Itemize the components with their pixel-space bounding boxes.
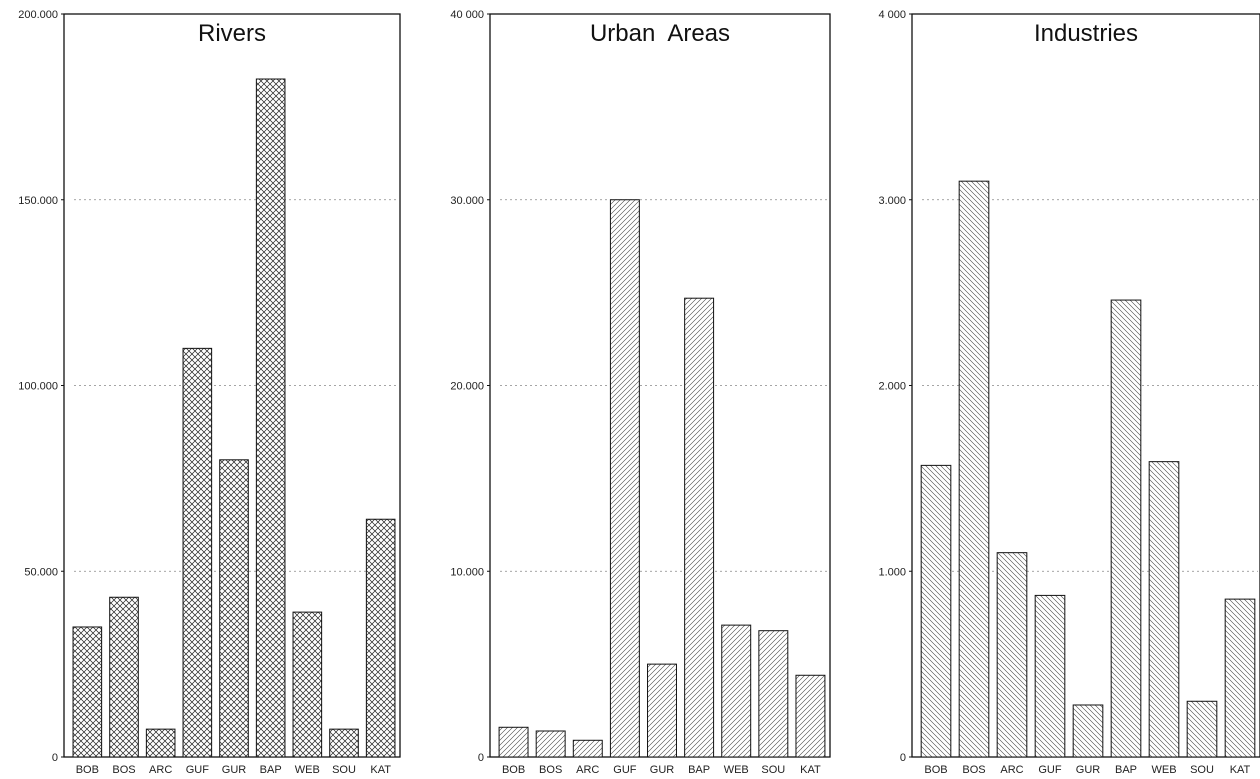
bar-sou [758, 630, 789, 758]
x-tick-label: BAP [1115, 764, 1137, 776]
bar-arc [145, 728, 176, 758]
bar-web [1148, 461, 1180, 758]
y-tick-label: 50.000 [24, 566, 58, 578]
y-tick-label: 1.000 [878, 566, 906, 578]
x-tick-label: BOB [502, 764, 525, 776]
y-tick-label: 100.000 [18, 381, 58, 393]
x-tick-label: GUR [1076, 764, 1101, 776]
bar-bob [72, 626, 103, 758]
x-tick-label: GUF [1038, 764, 1062, 776]
x-tick-label: BOB [924, 764, 947, 776]
bar-kat [1224, 598, 1256, 758]
x-tick-label: ARC [576, 764, 599, 776]
chart-title: Industries [1034, 20, 1138, 47]
x-tick-label: KAT [1230, 764, 1251, 776]
y-tick-label: 20.000 [450, 381, 484, 393]
bar-sou [329, 728, 359, 758]
x-tick-label: WEB [724, 764, 749, 776]
bar-bos [535, 730, 566, 758]
bar-web [292, 611, 323, 758]
x-tick-label: BOS [539, 764, 562, 776]
bar-bap [1110, 299, 1142, 758]
x-tick-label: GUR [222, 764, 247, 776]
bar-bos [958, 180, 990, 758]
y-tick-label: 4 000 [878, 9, 906, 21]
bar-gur [219, 459, 249, 758]
x-tick-label: SOU [761, 764, 785, 776]
bar-kat [365, 518, 396, 758]
bar-sou [1186, 700, 1218, 758]
bar-bap [684, 297, 715, 758]
y-tick-label: 2.000 [878, 381, 906, 393]
x-tick-label: WEB [1151, 764, 1176, 776]
y-tick-label: 200.000 [18, 9, 58, 21]
chart-title: Rivers [198, 20, 266, 47]
bar-gur [647, 663, 677, 758]
y-tick-label: 30.000 [450, 195, 484, 207]
y-tick-label: 0 [900, 752, 906, 764]
bar-bob [498, 726, 529, 758]
x-tick-label: KAT [800, 764, 821, 776]
y-tick-label: 10.000 [450, 566, 484, 578]
bar-gur [1072, 704, 1104, 758]
bar-arc [572, 739, 603, 758]
bar-bap [255, 78, 286, 758]
chart-panel-3: Industries 0 1.000 2.000 3.000 4 000 BOB BOS ARC… [878, 9, 1260, 776]
x-tick-label: BOB [76, 764, 99, 776]
bar-web [721, 624, 752, 758]
bar-bob [920, 464, 952, 758]
x-tick-label: WEB [295, 764, 320, 776]
x-tick-label: BAP [260, 764, 282, 776]
chart-title: Urban Areas [590, 20, 730, 47]
y-tick-label: 40 000 [450, 9, 484, 21]
bar-guf [182, 347, 213, 758]
chart-panel-1: Rivers 0 50.000 100.000 150.000 200.000 BOB BOS… [18, 9, 401, 776]
x-tick-label: BOS [112, 764, 135, 776]
x-tick-label: KAT [370, 764, 391, 776]
bar-arc [996, 552, 1028, 758]
y-tick-label: 3.000 [878, 195, 906, 207]
chart-panel-2: Urban Areas 0 10.000 20.000 30.000 40 000 BOB B… [450, 9, 831, 776]
x-tick-label: GUR [650, 764, 675, 776]
x-tick-label: ARC [149, 764, 172, 776]
bar-guf [1034, 594, 1066, 758]
bar-kat [795, 674, 826, 758]
x-tick-label: GUF [186, 764, 210, 776]
x-tick-label: ARC [1000, 764, 1023, 776]
y-tick-label: 0 [52, 752, 58, 764]
bar-guf [609, 199, 640, 758]
x-tick-label: GUF [613, 764, 637, 776]
bar-bos [109, 596, 139, 758]
y-tick-label: 0 [478, 752, 484, 764]
x-tick-label: SOU [1190, 764, 1214, 776]
y-tick-label: 150.000 [18, 195, 58, 207]
x-tick-label: SOU [332, 764, 356, 776]
x-tick-label: BOS [962, 764, 985, 776]
x-tick-label: BAP [688, 764, 710, 776]
